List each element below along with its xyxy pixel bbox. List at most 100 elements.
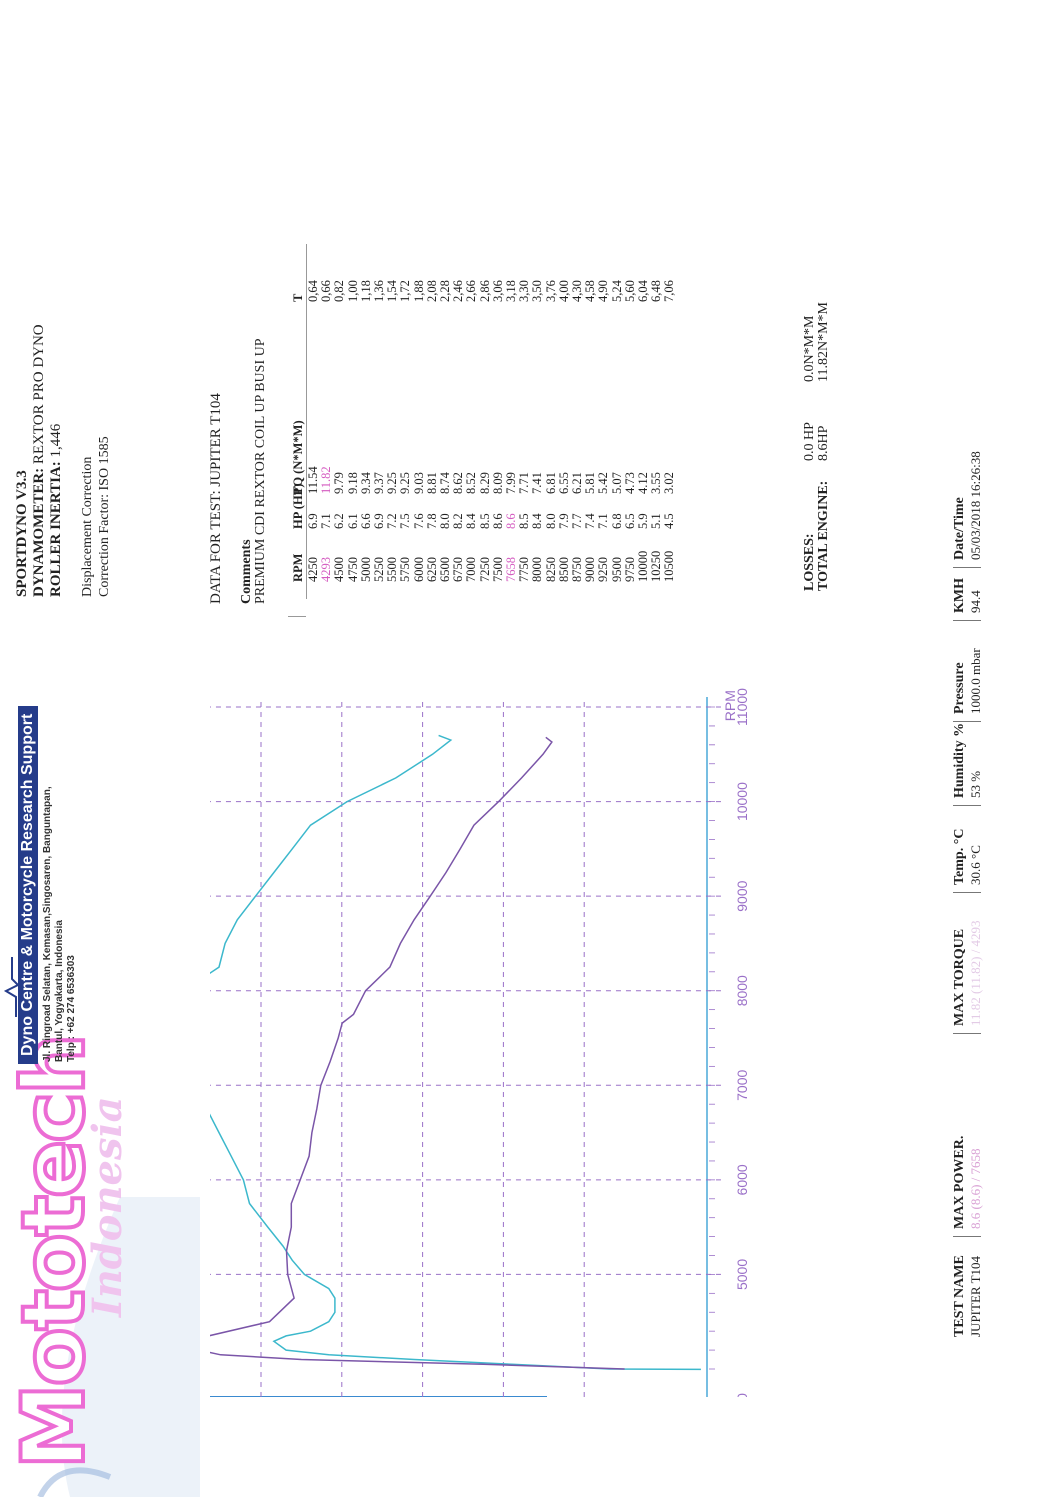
cell-torque: 6.81: [543, 472, 558, 494]
rpm-tick-label: 8000: [734, 975, 750, 1006]
address-line-2: Bantul, Yogyakarta, Indonesia: [54, 920, 65, 1062]
kmh-header: KMH: [952, 578, 967, 613]
cell-torque: 8.29: [477, 472, 492, 494]
cell-rpm: 10500: [662, 550, 677, 582]
total-hp: 8.6HP: [816, 425, 831, 461]
address-line-3: Telp : +62 274 6536303: [66, 955, 77, 1062]
cell-torque: 9.79: [332, 472, 347, 494]
horsepower-series-line: [210, 734, 701, 1371]
cell-t: 5,24: [609, 280, 624, 302]
data-section-title: DATA FOR TEST: JUPITER T104: [208, 393, 224, 604]
cell-torque: 3.02: [662, 472, 677, 494]
roller-inertia-value: 1,446: [48, 423, 64, 458]
cell-torque: 9.03: [411, 472, 426, 494]
header-separator: [953, 1236, 981, 1237]
cell-t: 2,86: [477, 280, 492, 302]
rpm-tick-label: 5000: [734, 1259, 750, 1290]
cell-rpm: 6000: [411, 557, 426, 582]
cell-torque: 5.42: [596, 472, 611, 494]
cell-hp: 8.4: [464, 513, 479, 529]
cell-t: 1,72: [398, 280, 413, 302]
cell-torque: 8.52: [464, 472, 479, 494]
header-separator: [953, 1033, 981, 1034]
total-engine-label: TOTAL ENGINE:: [816, 480, 831, 591]
displacement-correction: Displacement Correction: [80, 456, 95, 597]
max-power-header: MAX POWER.: [952, 1135, 967, 1229]
cell-torque: 9.25: [398, 472, 413, 494]
cell-hp: 7.5: [398, 513, 413, 529]
cell-hp: 6.8: [609, 513, 624, 529]
temperature-header: Temp. °C: [952, 828, 967, 885]
cell-t: 3,76: [543, 280, 558, 302]
correction-factor: Correction Factor: ISO 1585: [97, 436, 112, 597]
col-header-tq: TQ (N*M*M): [291, 420, 305, 495]
cell-t: 1,00: [345, 280, 360, 302]
cell-torque: 5.07: [609, 472, 624, 494]
system-info: SPORTDYNO V3.3 DYNAMOMETER: REXTOR PRO D…: [14, 324, 113, 597]
cell-hp: 8.5: [477, 513, 492, 529]
software-version: SPORTDYNO V3.3: [14, 470, 30, 597]
header-separator: [953, 892, 981, 893]
cell-hp: 7.6: [411, 513, 426, 529]
brand-subtitle: Indonesia: [84, 1096, 131, 1317]
cell-hp: 8.0: [543, 513, 558, 529]
humidity-value: 53 %: [968, 770, 983, 798]
cell-rpm: 5750: [398, 557, 413, 582]
cell-t: 7,06: [662, 280, 677, 302]
rpm-tick-label: 0: [734, 1393, 750, 1397]
header-separator: [953, 721, 981, 722]
comments-text: PREMIUM CDI REXTOR COIL UP BUSI UP: [253, 338, 268, 604]
logo-swoosh-icon: [37, 1197, 200, 1497]
cell-t: 2,66: [464, 280, 479, 302]
max-torque-value: 11.82 (11.82) / 4293: [968, 920, 983, 1026]
cell-hp: 8.4: [530, 513, 545, 529]
temperature-value: 30.6 °C: [968, 845, 983, 885]
org-banner: Dyno Centre & Motorcycle Research Suppor…: [18, 705, 38, 1064]
date-time-value: 05/03/2018 16:26:38: [968, 451, 983, 560]
header-separator: [953, 805, 981, 806]
cell-hp: 6.1: [345, 513, 360, 529]
test-name-header: TEST NAME: [952, 1255, 967, 1337]
cell-t: 3,50: [530, 280, 545, 302]
rpm-tick-label: 7000: [734, 1070, 750, 1101]
dynamometer-value: REXTOR PRO DYNO: [31, 324, 47, 465]
roller-inertia-label: ROLLER INERTIA:: [48, 461, 64, 597]
torque-series-line: [210, 736, 625, 1370]
pressure-value: 1000.0 mbar: [968, 648, 983, 714]
cell-rpm: 4500: [332, 557, 347, 582]
address-line-1: Jl. Ringroad Selatan, Kemasan,Singosaren…: [42, 786, 53, 1062]
cell-t: 1,88: [411, 280, 426, 302]
cell-t: 0,82: [332, 280, 347, 302]
heartbeat-icon: [4, 957, 20, 1017]
cell-hp: 6.2: [332, 513, 347, 529]
cell-rpm: 9500: [609, 557, 624, 582]
header-separator: [953, 567, 981, 568]
max-torque-header: MAX TORQUE: [952, 928, 967, 1026]
rpm-tick-label: 9000: [734, 880, 750, 911]
rpm-tick-label: 10000: [734, 782, 750, 821]
cell-rpm: 8000: [530, 557, 545, 582]
cell-rpm: 4750: [345, 557, 360, 582]
rpm-tick-label: 11000: [734, 688, 750, 726]
max-power-value: 8.6 (8.6) / 7658: [968, 1148, 983, 1229]
kmh-value: 94.4: [968, 590, 983, 613]
cell-rpm: 7250: [477, 557, 492, 582]
test-name-value: JUPITER T104: [968, 1255, 983, 1337]
date-time-header: Date/Time: [952, 497, 967, 560]
cell-rpm: 8250: [543, 557, 558, 582]
col-header-rpm: RPM: [291, 553, 305, 582]
cell-t: 4,90: [596, 280, 611, 302]
humidity-header: Humidity %: [952, 722, 967, 798]
dyno-chart: 0246810120123456789050006000700080009000…: [210, 688, 750, 1397]
pressure-header: Pressure: [952, 662, 967, 714]
cell-hp: 4.5: [662, 513, 677, 529]
cell-hp: 7.1: [596, 513, 611, 529]
rpm-tick-label: 6000: [734, 1164, 750, 1195]
cell-torque: 9.18: [345, 472, 360, 494]
x-axis-title: RPM: [722, 690, 738, 721]
header-separator: [953, 620, 981, 621]
total-torque: 11.82N*M*M: [816, 302, 831, 382]
cell-rpm: 9250: [596, 557, 611, 582]
dynamometer-label: DYNAMOMETER:: [31, 467, 47, 597]
